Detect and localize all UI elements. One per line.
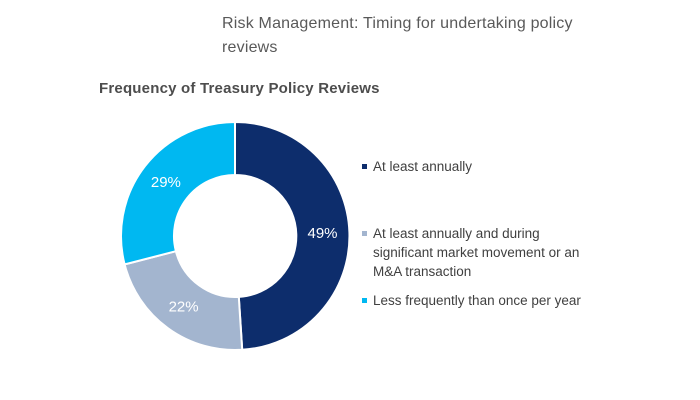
donut-segment-0	[234, 120, 351, 351]
legend-item: At least annually	[362, 157, 601, 176]
legend-item: Less frequently than once per year	[362, 291, 601, 310]
legend-label: At least annually and during significant…	[373, 226, 580, 279]
legend-label: Less frequently than once per year	[373, 293, 581, 308]
donut-segment-value-label-0: 49%	[307, 225, 337, 242]
donut-chart: 49% 22% 29%	[120, 120, 351, 352]
legend-label: At least annually	[373, 159, 473, 174]
page-title: Risk Management: Timing for undertaking …	[222, 15, 573, 56]
legend-marker	[362, 164, 367, 169]
legend-marker	[362, 231, 367, 236]
donut-segment-value-label-1: 22%	[169, 298, 199, 315]
donut-segment-2	[120, 120, 236, 266]
legend-item: At least annually and during significant…	[362, 224, 601, 281]
donut-segment-1	[123, 249, 244, 352]
legend-marker	[362, 298, 367, 303]
chart-title: Frequency of Treasury Policy Reviews	[99, 80, 380, 97]
donut-segment-value-label-2: 29%	[151, 174, 181, 191]
